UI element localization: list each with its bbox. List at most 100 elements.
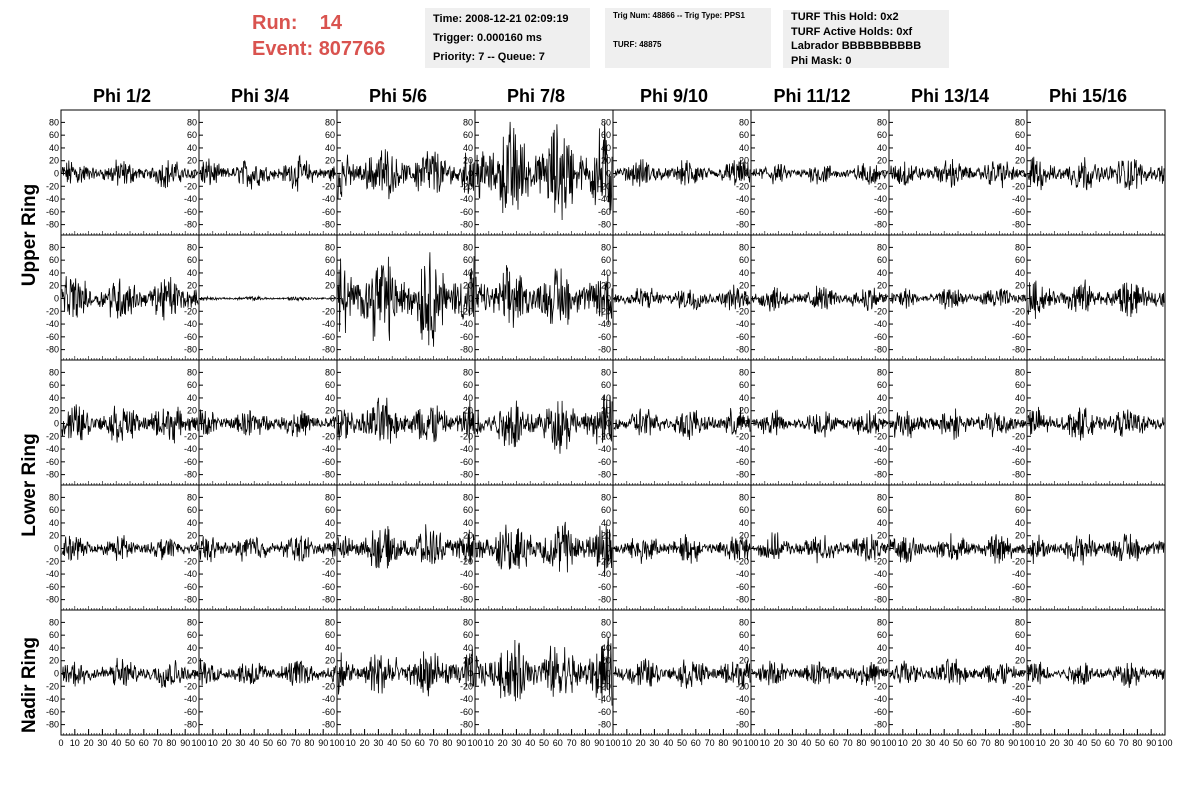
y-tick-label: 0 — [882, 294, 887, 304]
x-tick-label: 80 — [718, 738, 728, 748]
x-tick-label: 70 — [1119, 738, 1129, 748]
y-tick-label: 40 — [463, 643, 473, 653]
y-tick-label: 0 — [606, 544, 611, 554]
y-tick-label: 80 — [463, 367, 473, 377]
y-tick-label: -60 — [598, 332, 611, 342]
waveform-trace-r4-c3 — [475, 636, 613, 706]
x-tick-label: 90 — [318, 738, 328, 748]
y-tick-label: 0 — [330, 669, 335, 679]
y-tick-label: -60 — [184, 207, 197, 217]
y-tick-label: -20 — [322, 431, 335, 441]
y-tick-label: 20 — [739, 156, 749, 166]
priority-text: Priority: 7 -- Queue: 7 — [433, 51, 545, 63]
y-tick-label: 20 — [601, 531, 611, 541]
y-tick-label: 60 — [739, 255, 749, 265]
y-tick-label: -20 — [874, 681, 887, 691]
y-tick-label: -40 — [460, 569, 473, 579]
y-tick-label: -60 — [184, 707, 197, 717]
y-tick-label: 60 — [1015, 130, 1025, 140]
y-tick-label: -40 — [184, 569, 197, 579]
y-tick-label: -40 — [184, 194, 197, 204]
y-tick-label: -60 — [1012, 707, 1025, 717]
y-tick-label: 20 — [601, 406, 611, 416]
y-tick-label: -80 — [874, 720, 887, 730]
x-tick-label: 40 — [249, 738, 259, 748]
y-tick-label: 40 — [877, 143, 887, 153]
y-tick-label: 20 — [325, 656, 335, 666]
x-tick-label: 80 — [856, 738, 866, 748]
x-tick-label: 40 — [1077, 738, 1087, 748]
x-tick-label: 30 — [1063, 738, 1073, 748]
y-tick-label: 40 — [325, 268, 335, 278]
y-tick-label: 60 — [601, 130, 611, 140]
x-tick-label: 30 — [373, 738, 383, 748]
y-tick-label: 60 — [601, 630, 611, 640]
trig-num-text: Trig Num: 48866 -- Trig Type: PPS1 — [613, 11, 745, 20]
x-tick-label: 60 — [553, 738, 563, 748]
y-tick-label: -60 — [460, 457, 473, 467]
y-tick-label: 20 — [325, 156, 335, 166]
y-tick-label: 60 — [187, 130, 197, 140]
y-tick-label: 20 — [601, 281, 611, 291]
y-tick-label: 80 — [1015, 117, 1025, 127]
y-tick-label: -20 — [322, 681, 335, 691]
x-tick-label: 100 — [467, 738, 482, 748]
y-tick-label: -80 — [184, 470, 197, 480]
y-tick-label: 40 — [325, 518, 335, 528]
y-tick-label: 0 — [192, 669, 197, 679]
y-tick-label: 80 — [1015, 242, 1025, 252]
y-tick-label: 0 — [468, 169, 473, 179]
y-tick-label: 20 — [1015, 531, 1025, 541]
x-tick-label: 20 — [774, 738, 784, 748]
column-label-phi-15-16: Phi 15/16 — [1048, 86, 1128, 106]
y-tick-label: 40 — [739, 643, 749, 653]
column-label-phi-9-10: Phi 9/10 — [639, 86, 709, 106]
y-tick-label: 0 — [1020, 419, 1025, 429]
x-tick-label: 40 — [939, 738, 949, 748]
y-tick-label: -40 — [736, 194, 749, 204]
y-tick-label: 40 — [601, 643, 611, 653]
x-tick-label: 60 — [415, 738, 425, 748]
y-tick-label: 40 — [49, 268, 59, 278]
y-tick-label: 80 — [187, 242, 197, 252]
x-tick-label: 100 — [881, 738, 896, 748]
waveform-trace-r3-c4 — [613, 534, 751, 564]
y-tick-label: -60 — [874, 332, 887, 342]
y-tick-label: -40 — [736, 444, 749, 454]
time-text: Time: 2008-12-21 02:09:19 — [433, 13, 569, 25]
y-tick-label: -80 — [460, 345, 473, 355]
waveform-trace-r2-c3 — [475, 394, 613, 454]
y-tick-label: 20 — [49, 281, 59, 291]
y-tick-label: -20 — [1012, 431, 1025, 441]
waveform-trace-r4-c4 — [613, 658, 751, 690]
y-tick-label: -60 — [322, 207, 335, 217]
y-tick-label: 20 — [49, 531, 59, 541]
y-tick-label: 0 — [330, 419, 335, 429]
x-tick-label: 50 — [401, 738, 411, 748]
x-tick-label: 60 — [1105, 738, 1115, 748]
y-tick-label: 40 — [739, 518, 749, 528]
x-tick-label: 60 — [691, 738, 701, 748]
y-tick-label: 60 — [739, 380, 749, 390]
y-tick-label: 80 — [187, 617, 197, 627]
x-tick-label: 80 — [994, 738, 1004, 748]
y-tick-label: -20 — [874, 181, 887, 191]
x-tick-label: 40 — [801, 738, 811, 748]
y-tick-label: -40 — [598, 194, 611, 204]
y-tick-label: 40 — [325, 143, 335, 153]
y-tick-label: -20 — [184, 681, 197, 691]
waveform-trace-r2-c6 — [889, 408, 1027, 440]
y-tick-label: -20 — [598, 431, 611, 441]
y-tick-label: -20 — [46, 431, 59, 441]
y-tick-label: -60 — [1012, 457, 1025, 467]
y-tick-label: -40 — [46, 444, 59, 454]
y-tick-label: -20 — [1012, 681, 1025, 691]
y-tick-label: -20 — [736, 181, 749, 191]
y-tick-label: -60 — [1012, 582, 1025, 592]
y-tick-label: -80 — [322, 220, 335, 230]
y-tick-label: -60 — [46, 332, 59, 342]
y-tick-label: 0 — [1020, 294, 1025, 304]
y-tick-label: -40 — [322, 569, 335, 579]
y-tick-label: -40 — [1012, 444, 1025, 454]
waveform-trace-r1-c4 — [613, 284, 751, 311]
